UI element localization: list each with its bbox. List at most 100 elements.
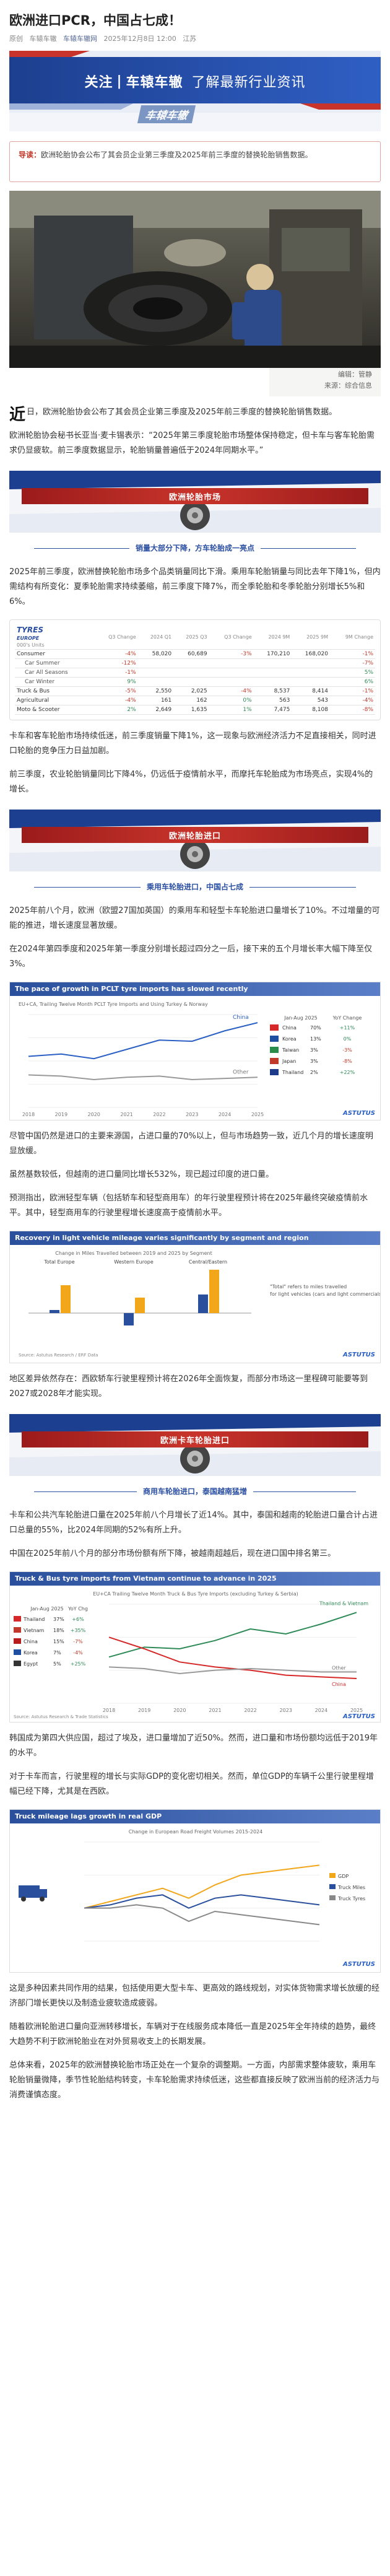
- sales-cell: -7%: [329, 658, 375, 668]
- sales-cell: [137, 677, 174, 687]
- series-line-gdp: [84, 1864, 320, 1909]
- section-title-2: 欧洲轮胎进口: [22, 827, 368, 843]
- country-name: Egypt: [24, 1661, 38, 1667]
- chart2-source: Source: Astutus Research / ERF Data: [19, 1353, 98, 1358]
- sales-cell: -4%: [329, 696, 375, 705]
- x-tick: 2018: [103, 1708, 115, 1713]
- sales-cell: -3%: [209, 649, 254, 659]
- sales-cell: 170,210: [253, 649, 292, 659]
- banner-logo-mark: 车辕车辙: [137, 105, 196, 123]
- change-value: -8%: [342, 1059, 352, 1064]
- legend-label: Truck Tyres: [337, 1896, 365, 1901]
- chart-truck-mileage-gdp: Truck mileage lags growth in real GDP Ch…: [9, 1809, 381, 1973]
- paragraph-17: 随着欧洲轮胎进口量向亚洲转移增长，车辆对于在线服务成本降低一直是2025年全年持…: [9, 2022, 376, 2046]
- sales-cell: [209, 668, 254, 678]
- drop-cap: 近: [9, 406, 26, 424]
- sales-cell: -1%: [329, 686, 375, 696]
- paragraph-5: 前三季度，农业轮胎销量同比下降4%，仍远低于疫情前水平，而摩托车轮胎成为市场亮点…: [9, 770, 373, 794]
- x-tick: 2019: [138, 1708, 150, 1713]
- sales-cell: -1%: [329, 649, 375, 659]
- group-label: Central/Eastern: [189, 1259, 227, 1265]
- truck-icon: [19, 1885, 40, 1898]
- share-value: 2%: [310, 1070, 318, 1075]
- share-value: 3%: [310, 1047, 318, 1053]
- x-tick: 2021: [120, 1112, 132, 1117]
- units-label: 000's Units: [17, 642, 45, 648]
- sales-cell: [173, 668, 209, 678]
- country-name: China: [24, 1639, 38, 1644]
- sales-cell: -4%: [93, 649, 138, 659]
- svg-text:Jan-Aug 2025: Jan-Aug 2025: [30, 1606, 64, 1612]
- sales-cell: 168,020: [292, 649, 330, 659]
- x-tick: 2025: [350, 1708, 363, 1713]
- country-name: Taiwan: [282, 1047, 299, 1053]
- change-value: +6%: [72, 1617, 84, 1622]
- paragraph-7: 在2024年第四季度和2025年第一季度分别增长超过四分之一后，接下来的五个月增…: [9, 945, 373, 969]
- sales-cell: [137, 668, 174, 678]
- sales-cell: 8,108: [292, 705, 330, 715]
- chart2-subtitle: Change in Miles Travelled between 2019 a…: [55, 1251, 212, 1256]
- paragraph-16: 这是多种因素共同作用的结果，包括使用更大型卡车、更高效的路线规划，对实体货物需求…: [9, 1984, 380, 2008]
- country-flag: [14, 1649, 21, 1655]
- series-line-truck-miles: [84, 1894, 320, 1909]
- sales-cell: 162: [173, 696, 209, 705]
- country-flag: [270, 1069, 279, 1075]
- sales-cell: 7,475: [253, 705, 292, 715]
- sales-cell: 2,649: [137, 705, 174, 715]
- tyres-europe-logo: TYRES EUROPE: [17, 626, 43, 641]
- header-banner: 关注 | 车辕车辙 了解最新行业资讯 车辕车辙: [9, 51, 381, 131]
- chart4-title: Truck mileage lags growth in real GDP: [10, 1810, 380, 1823]
- account-link[interactable]: 车辕车辙网: [63, 35, 97, 43]
- x-tick: 2024: [219, 1112, 231, 1117]
- sales-row-label: Car Winter: [15, 677, 93, 687]
- change-value: -7%: [73, 1639, 83, 1644]
- sales-cell: 2,025: [173, 686, 209, 696]
- series-label: China: [332, 1682, 346, 1687]
- paragraph-4: 卡车和客车轮胎市场持续低迷，前三季度销量下降1%，这一现象与欧洲经济活力不足直接…: [9, 731, 376, 756]
- astutus-logo: ASTUTUS: [342, 1713, 375, 1720]
- sales-cell: [292, 677, 330, 687]
- chart2-title: Recovery in light vehicle mileage varies…: [10, 1231, 380, 1245]
- author: 车辕车辙: [29, 35, 57, 43]
- country-flag: [270, 1058, 279, 1064]
- chart4-subtitle: Change in European Road Freight Volumes …: [129, 1829, 262, 1835]
- series-line-other: [108, 1666, 357, 1675]
- sales-cell: 8,414: [292, 686, 330, 696]
- country-flag: [14, 1638, 21, 1644]
- sales-cell: [253, 658, 292, 668]
- sales-row: Truck & Bus -5% 2,550 2,025 -4% 8,537 8,414 -1%: [15, 686, 375, 696]
- share-value: 13%: [310, 1036, 321, 1042]
- chart3-svg: EU+CA Trailing Twelve Month Truck & Bus …: [14, 1591, 375, 1720]
- sales-row-label: Car All Seasons: [15, 668, 93, 678]
- x-tick: 2020: [88, 1112, 100, 1117]
- sales-cell: 60,689: [173, 649, 209, 659]
- share-value: 37%: [53, 1617, 64, 1622]
- chart1-svg: EU+CA, Trailing Twelve Month PCLT Tyre I…: [19, 1002, 375, 1117]
- x-tick: 2023: [280, 1708, 292, 1713]
- sales-cell: [173, 677, 209, 687]
- paragraph-quote: 欧洲轮胎协会秘书长亚当·麦卡锡表示：“2025年第三季度轮胎市场整体保持稳定，但…: [9, 431, 375, 455]
- x-tick: 2024: [315, 1708, 327, 1713]
- change-value: -3%: [342, 1047, 352, 1053]
- country-name: Japan: [282, 1059, 296, 1064]
- sales-row-label: Car Summer: [15, 658, 93, 668]
- series-line-china: [28, 1022, 258, 1060]
- chart-pclt-imports: The pace of growth in PCLT tyre imports …: [9, 982, 381, 1120]
- sales-cell: 563: [253, 696, 292, 705]
- country-flag: [14, 1661, 21, 1666]
- group-label: Western Europe: [114, 1259, 154, 1265]
- sales-cell: 8,537: [253, 686, 292, 696]
- country-name: Thailand: [23, 1617, 45, 1622]
- share-value: 18%: [53, 1628, 64, 1633]
- country-name: Korea: [24, 1650, 38, 1656]
- table-head: YoY Change: [332, 1015, 362, 1021]
- sales-cell: -1%: [93, 668, 138, 678]
- chart2-note: "Total" refers to miles travelled: [270, 1284, 347, 1290]
- sales-cell: 1,635: [173, 705, 209, 715]
- sales-cell: [137, 658, 174, 668]
- legend-label: Truck Miles: [337, 1885, 365, 1890]
- sales-cell: [173, 658, 209, 668]
- paragraph-10: 预测指出，欧洲轻型车辆（包括轿车和轻型商用车）的年行驶里程预计将在2025年最终…: [9, 1194, 368, 1218]
- share-value: 70%: [310, 1025, 321, 1031]
- series-label: Thailand & Vietnam: [319, 1600, 368, 1606]
